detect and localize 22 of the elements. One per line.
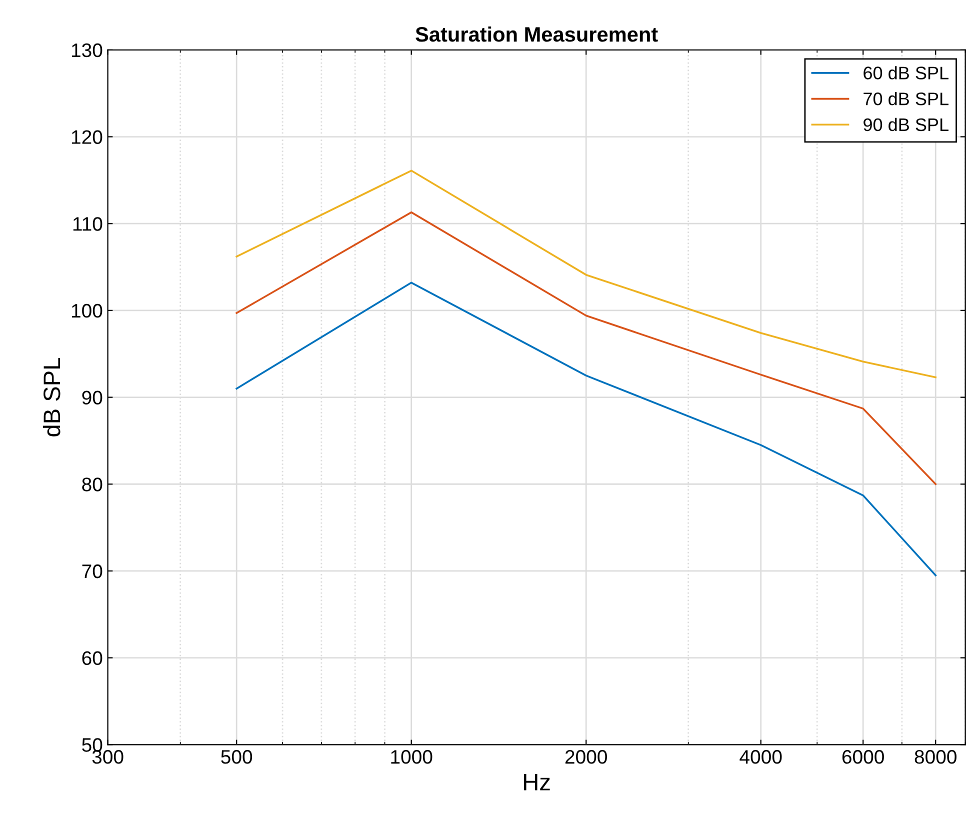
legend-label: 90 dB SPL [864,118,948,132]
y-tick-label: 70 [82,564,102,578]
legend-label: 70 dB SPL [864,92,948,106]
y-tick-label: 60 [82,651,102,666]
y-tick-label: 110 [73,217,102,231]
x-tick-label: 4000 [740,750,782,764]
y-tick-label: 100 [72,304,102,318]
y-tick-label: 90 [82,390,102,405]
x-tick-label: 300 [92,750,124,764]
chart-title: Saturation Measurement [416,26,658,42]
y-axis-title: dB SPL [42,358,60,436]
y-tick-label: 130 [72,43,102,58]
x-tick-label: 2000 [565,750,607,764]
y-tick-label: 120 [72,130,102,144]
y-tick-label: 50 [82,738,102,752]
y-tick-label: 80 [82,478,102,492]
x-tick-label: 6000 [842,750,884,764]
x-axis-title: Hz [524,774,550,790]
x-tick-label: 500 [221,750,252,764]
x-tick-label: 8000 [914,750,956,764]
legend-label: 60 dB SPL [864,66,948,80]
x-tick-label: 1000 [391,750,432,764]
